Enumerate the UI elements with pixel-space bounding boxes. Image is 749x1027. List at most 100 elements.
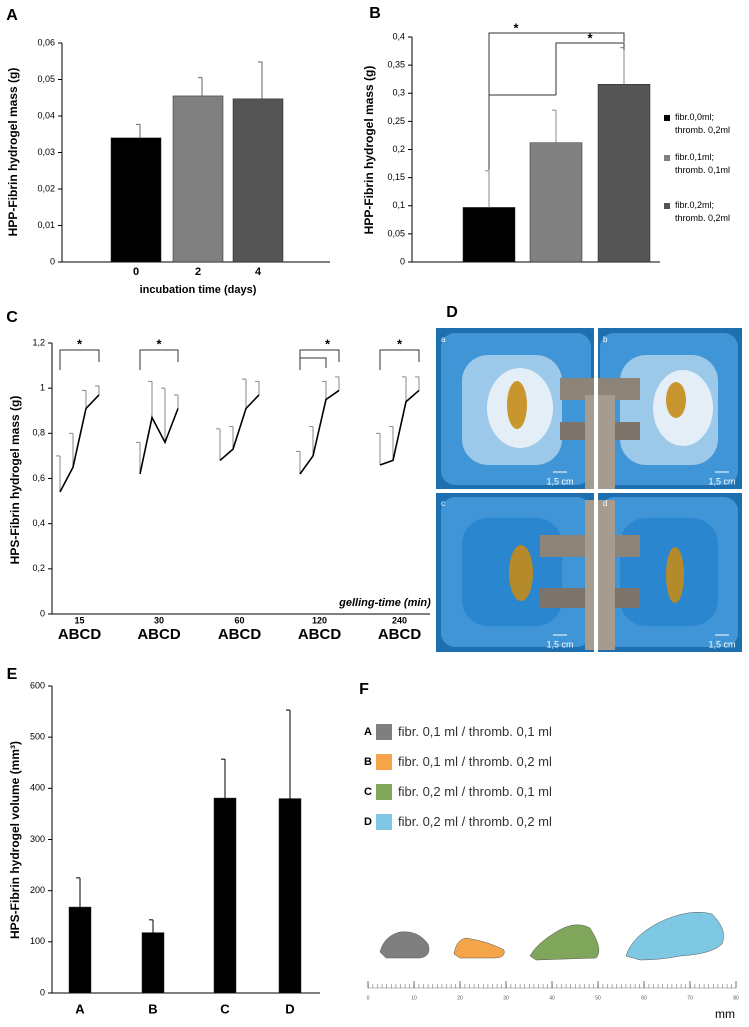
bar — [110, 137, 162, 263]
y-tick-label: 500 — [30, 732, 45, 742]
x-tick-label: 30 — [154, 615, 164, 625]
bar — [278, 798, 302, 994]
gel — [666, 547, 684, 603]
x-tick-label: 120 — [312, 615, 327, 625]
legend-label: fibr. 0,2 ml / thromb. 0,2 ml — [398, 814, 552, 829]
significance-star: * — [325, 336, 331, 351]
render-d — [625, 912, 724, 961]
y-tick-label: 0 — [400, 256, 405, 266]
scale-label: 1,5 cm — [708, 639, 735, 649]
significance-star: * — [397, 336, 403, 351]
y-tick-label: 0,25 — [387, 116, 405, 126]
significance-bracket — [59, 349, 100, 370]
caliper — [585, 395, 615, 490]
ruler-label: 20 — [457, 995, 463, 1001]
legend-swatch — [376, 814, 392, 830]
y-tick-label: 0,2 — [32, 563, 45, 573]
y-tick-label: 0,4 — [392, 31, 405, 41]
x-tick-label: 2 — [195, 266, 201, 278]
x-tick-label: 15 — [74, 615, 84, 625]
bar — [68, 906, 92, 994]
line — [139, 408, 179, 475]
y-axis-label: HPS-Fibrin hydrogel mass (g) — [8, 396, 22, 565]
y-tick-label: 400 — [30, 783, 45, 793]
photo-label: c — [441, 499, 445, 508]
group-label: ABCD — [218, 626, 261, 643]
gel — [509, 545, 533, 601]
legend-label: fibr. 0,2 ml / thromb. 0,1 ml — [398, 784, 552, 799]
y-tick-label: 0,05 — [37, 74, 55, 84]
x-tick-label: C — [220, 1001, 230, 1016]
y-tick-label: 200 — [30, 885, 45, 895]
x-tick-label: 60 — [234, 615, 244, 625]
scale-label: 1,5 cm — [546, 476, 573, 486]
y-tick-label: 100 — [30, 936, 45, 946]
x-tick-label: A — [75, 1001, 85, 1016]
ruler-unit: mm — [715, 1007, 735, 1021]
y-tick-label: 1,2 — [32, 337, 45, 347]
legend-swatch — [664, 203, 670, 209]
photo-panel — [436, 328, 742, 652]
y-tick-label: 0,06 — [37, 37, 55, 47]
y-tick-label: 0,05 — [387, 228, 405, 238]
scale-label: 1,5 cm — [708, 476, 735, 486]
significance-bracket — [488, 32, 625, 170]
significance-star: * — [77, 336, 83, 351]
ruler-label: 0 — [367, 995, 370, 1001]
significance-bracket — [300, 357, 327, 368]
legend-swatch — [376, 724, 392, 740]
x-tick-label: 0 — [133, 266, 139, 278]
ruler-label: 70 — [687, 995, 693, 1001]
significance-star: * — [513, 20, 519, 35]
panel-letter: B — [369, 5, 381, 22]
ruler-label: 10 — [411, 995, 417, 1001]
significance-star: * — [587, 30, 593, 45]
significance-star: * — [156, 336, 162, 351]
y-axis-label: HPP-Fibrin hydrogel mass (g) — [362, 66, 376, 235]
panel-letter: C — [6, 309, 18, 326]
group-label: ABCD — [378, 626, 421, 643]
legend-label: fibr.0,2ml; thromb. 0,2ml — [675, 200, 731, 223]
photo-label: d — [603, 499, 607, 508]
significance-bracket — [139, 349, 179, 370]
legend-label: fibr.0,0ml; thromb. 0,2ml — [675, 112, 731, 135]
legend-swatch — [664, 115, 670, 121]
bar — [172, 95, 224, 263]
y-tick-label: 0,8 — [32, 428, 45, 438]
y-tick-label: 0,04 — [37, 110, 55, 120]
line — [379, 389, 420, 466]
ruler-label: 60 — [641, 995, 647, 1001]
ruler-label: 30 — [503, 995, 509, 1001]
y-tick-label: 1 — [40, 383, 45, 393]
panel-letter: E — [7, 666, 18, 683]
photo-label: a — [441, 335, 446, 344]
significance-bracket — [299, 349, 340, 370]
y-tick-label: 0,35 — [387, 60, 405, 70]
legend-letter: C — [364, 786, 372, 798]
render-a — [379, 931, 430, 959]
bar — [232, 98, 284, 263]
y-axis-label: HPS-Fibrin hydrogel volume (mm³) — [8, 741, 22, 939]
volume-renders — [379, 912, 724, 961]
group-label: ABCD — [298, 626, 341, 643]
render-b — [453, 937, 505, 959]
line — [299, 389, 340, 475]
panel-letter: F — [359, 681, 369, 698]
y-tick-label: 600 — [30, 680, 45, 690]
x-tick-label: B — [148, 1001, 157, 1016]
photo-label: b — [603, 335, 608, 344]
x-axis-label: gelling-time (min) — [338, 597, 431, 609]
significance-bracket — [555, 42, 625, 95]
y-tick-label: 0,4 — [32, 518, 45, 528]
gel — [507, 381, 527, 429]
scale-label: 1,5 cm — [546, 639, 573, 649]
y-tick-label: 300 — [30, 834, 45, 844]
y-tick-label: 0,1 — [392, 200, 405, 210]
legend-label: fibr. 0,1 ml / thromb. 0,1 ml — [398, 724, 552, 739]
y-axis-label: HPP-Fibrin hydrogel mass (g) — [6, 68, 20, 237]
bar — [213, 797, 237, 994]
y-tick-label: 0,02 — [37, 183, 55, 193]
legend-label: fibr. 0,1 ml / thromb. 0,2 ml — [398, 754, 552, 769]
y-tick-label: 0,2 — [392, 144, 405, 154]
